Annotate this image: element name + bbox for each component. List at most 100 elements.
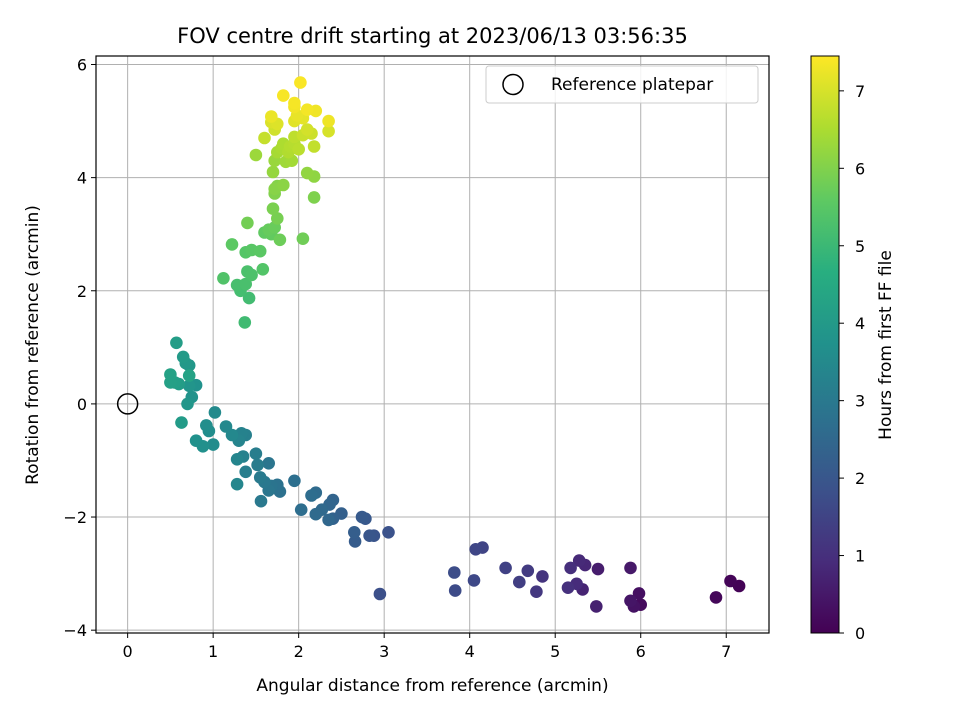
data-point [355, 510, 369, 524]
data-point [208, 406, 222, 419]
y-tick-label: 6 [77, 55, 87, 74]
legend-marker-reference [502, 73, 524, 96]
data-point [564, 561, 577, 575]
data-point [724, 574, 737, 588]
y-tick-label: 0 [77, 395, 87, 414]
data-point [288, 96, 301, 110]
grid [96, 56, 769, 633]
reference-point-marker [116, 393, 139, 415]
data-point [288, 474, 301, 488]
plot-frame [95, 55, 770, 634]
x-tick-label: 3 [379, 642, 389, 661]
data-point [258, 131, 271, 145]
data-point [175, 416, 188, 429]
data-point [469, 543, 483, 556]
data-points [164, 76, 746, 613]
data-point [300, 123, 314, 136]
data-point [239, 277, 252, 291]
colorbar-gradient [810, 55, 840, 634]
data-point [448, 584, 462, 597]
data-point [294, 76, 307, 89]
data-point [200, 419, 213, 432]
data-point [266, 165, 280, 179]
data-point [164, 368, 177, 381]
data-point [249, 447, 263, 461]
colorbar: 0 1 2 3 4 5 6 7 Hours from first FF file [810, 55, 896, 643]
y-axis-ticks: −4 −2 0 2 4 6 [63, 55, 96, 640]
colorbar-tick-label: 0 [855, 624, 865, 643]
legend: Reference platepar [485, 65, 759, 104]
data-point [624, 561, 637, 575]
data-point [206, 438, 220, 451]
colorbar-tick-label: 7 [855, 82, 865, 101]
data-point [499, 561, 512, 575]
data-point [273, 233, 287, 247]
data-point [521, 564, 535, 578]
data-point [241, 216, 254, 230]
data-point [536, 570, 549, 583]
data-point [271, 212, 284, 225]
legend-label-reference: Reference platepar [551, 75, 713, 95]
y-tick-label: 2 [77, 282, 87, 301]
x-axis-label: Angular distance from reference (arcmin) [256, 676, 608, 696]
colorbar-tick-label: 2 [855, 469, 865, 488]
data-point [176, 350, 190, 364]
data-point [322, 114, 335, 128]
data-point [294, 503, 308, 516]
data-point [513, 575, 526, 589]
data-point [230, 453, 244, 466]
data-point [373, 587, 387, 601]
x-tick-label: 6 [636, 642, 646, 661]
data-point [322, 513, 335, 527]
y-axis-label: Rotation from reference (arcmin) [23, 205, 43, 485]
data-point [253, 471, 267, 484]
data-point [182, 369, 196, 382]
data-point [217, 272, 230, 285]
data-point [256, 263, 270, 276]
data-point [170, 336, 183, 350]
data-point [590, 600, 603, 613]
data-point [262, 457, 276, 470]
data-point [348, 526, 361, 539]
data-point [182, 379, 196, 393]
data-point [277, 178, 290, 192]
colorbar-tick-label: 1 [855, 547, 865, 566]
data-point [292, 143, 306, 156]
data-point [238, 316, 252, 329]
data-point [300, 103, 314, 116]
data-point [363, 529, 376, 542]
data-point [307, 191, 321, 204]
x-tick-label: 1 [208, 642, 218, 661]
colorbar-label: Hours from first FF file [876, 250, 896, 440]
data-point [382, 526, 395, 539]
x-tick-label: 5 [550, 642, 560, 661]
x-tick-label: 0 [123, 642, 133, 661]
y-tick-label: −4 [63, 621, 87, 640]
data-point [591, 562, 605, 576]
data-point [242, 291, 256, 305]
data-point [572, 554, 586, 567]
data-point [266, 202, 280, 215]
data-point [467, 574, 481, 587]
x-tick-label: 7 [721, 642, 731, 661]
data-point [253, 244, 267, 258]
data-point [448, 566, 461, 579]
y-tick-label: 4 [77, 169, 87, 188]
data-point [709, 591, 723, 604]
data-point [307, 140, 321, 153]
colorbar-tick-label: 4 [855, 314, 865, 333]
data-point [322, 124, 335, 138]
legend-box [485, 65, 759, 104]
data-point [624, 594, 637, 608]
data-point [219, 420, 233, 433]
data-point [249, 148, 263, 162]
data-point [225, 238, 239, 251]
data-point [348, 535, 362, 548]
data-point [181, 397, 194, 411]
colorbar-tick-label: 3 [855, 392, 865, 411]
data-point [230, 477, 244, 491]
data-point [309, 507, 323, 521]
data-point [245, 268, 258, 282]
data-point [239, 465, 252, 479]
